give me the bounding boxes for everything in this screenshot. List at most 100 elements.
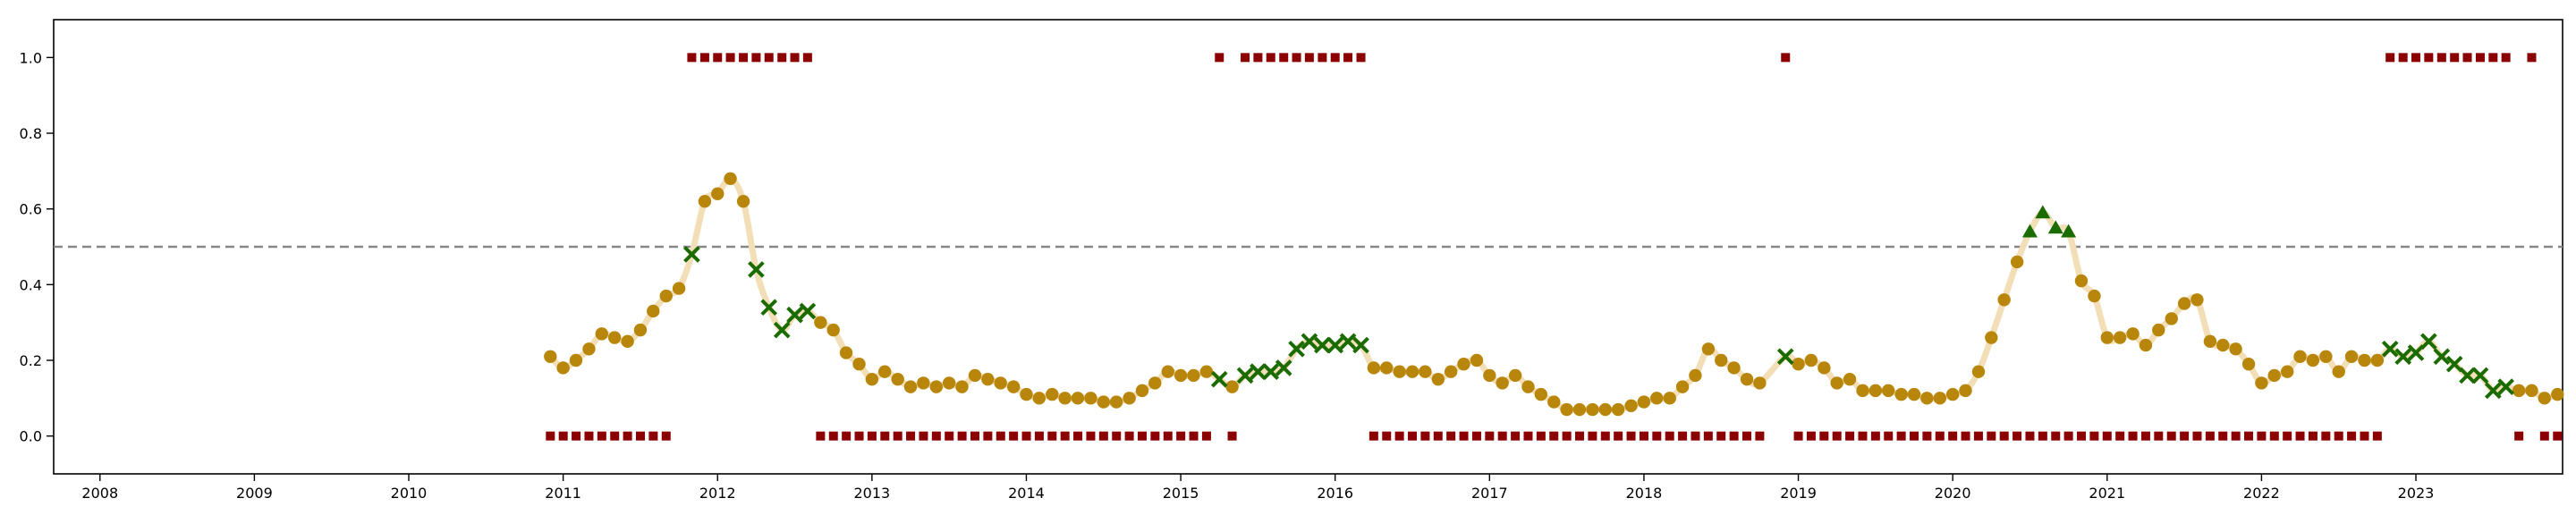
square-point [2501, 53, 2511, 63]
x-tick-label: 2018 [1626, 485, 1663, 502]
square-point [2539, 431, 2549, 441]
square-point [1870, 431, 1880, 441]
circle-point [672, 282, 686, 295]
square-point [1420, 431, 1430, 441]
cross-point [2407, 344, 2425, 361]
square-point [2436, 53, 2446, 63]
circle-point [929, 380, 944, 393]
square-point [2514, 431, 2524, 441]
square-point [725, 53, 735, 63]
circle-point [1868, 384, 1883, 398]
circle-point [1830, 376, 1843, 390]
circle-point [1586, 402, 1599, 417]
circle-point [891, 372, 904, 386]
square-point [867, 431, 877, 441]
square-point [635, 431, 645, 441]
square-point [1176, 431, 1186, 441]
circle-point [852, 358, 866, 371]
circle-point [621, 334, 634, 349]
square-point [2385, 53, 2395, 63]
circle-point [2216, 338, 2230, 352]
cross-point [2420, 333, 2437, 350]
square-point [2115, 431, 2125, 441]
square-point [1614, 431, 1623, 441]
circle-point [544, 350, 557, 363]
square-point [2462, 53, 2472, 63]
circle-point [1199, 365, 1214, 378]
cross-point [786, 306, 803, 324]
circle-point [1046, 387, 1059, 401]
circle-point [2100, 331, 2114, 344]
square-point [1536, 431, 1546, 441]
square-point [2424, 53, 2434, 63]
circle-point [1971, 365, 1986, 378]
x-tick-label: 2021 [2089, 485, 2125, 502]
square-point [572, 431, 581, 441]
square-point [1845, 431, 1855, 441]
circle-point [607, 331, 622, 344]
circle-point [1071, 392, 1085, 405]
circle-point [1032, 392, 1046, 405]
square-point [1755, 431, 1765, 441]
square-point [1922, 431, 1932, 441]
x-tick-label: 2014 [1008, 485, 1045, 502]
circle-point [1843, 372, 1857, 386]
triangle-point [2035, 205, 2051, 219]
circle-point [1792, 358, 1805, 371]
circle-point [1521, 380, 1535, 393]
square-point [1163, 431, 1173, 441]
square-point [1935, 431, 1945, 441]
triangle-point [2021, 224, 2038, 238]
circle-point [1572, 402, 1587, 417]
square-point [2231, 431, 2241, 441]
square-point [558, 431, 568, 441]
circle-point [1598, 402, 1612, 417]
square-point [777, 53, 787, 63]
circle-point [2344, 350, 2359, 363]
circle-point [2306, 353, 2320, 367]
square-point [1471, 431, 1481, 441]
square-point [802, 53, 812, 63]
smoothed-series-line [547, 175, 2561, 414]
cross-point [2394, 348, 2412, 366]
circle-point [1753, 376, 1767, 390]
circle-point [1483, 368, 1496, 383]
square-point [1343, 53, 1353, 63]
square-point [2166, 431, 2176, 441]
square-point [1215, 53, 1224, 63]
square-point [983, 431, 993, 441]
square-point [1382, 431, 1392, 441]
square-point [1562, 431, 1572, 441]
square-point [1665, 431, 1674, 441]
circle-point [2293, 350, 2307, 363]
cross-point [1339, 333, 1357, 350]
circle-point [1084, 392, 1097, 405]
circle-point [2152, 323, 2165, 337]
circle-point [1470, 353, 1484, 367]
square-point [1485, 431, 1495, 441]
circle-point [1624, 399, 1638, 412]
cross-point [1275, 359, 1292, 376]
circle-point [1804, 353, 1818, 367]
circle-point [2165, 312, 2178, 325]
circle-point [994, 376, 1007, 390]
square-point [1678, 431, 1688, 441]
circle-point [1856, 384, 1869, 398]
circle-point [582, 342, 596, 356]
square-point [790, 53, 800, 63]
cross-point [1352, 336, 1369, 354]
square-point [1408, 431, 1418, 441]
circle-point [1225, 380, 1239, 393]
x-tick-label: 2023 [2398, 485, 2435, 502]
square-point [880, 431, 890, 441]
circle-point [2319, 350, 2333, 363]
square-point [2192, 431, 2202, 441]
circle-point [1097, 395, 1110, 409]
cross-point [2459, 367, 2476, 384]
square-point [597, 431, 606, 441]
square-point [1511, 431, 1521, 441]
square-point [2372, 431, 2382, 441]
square-point [1137, 431, 1147, 441]
square-point [1227, 431, 1237, 441]
